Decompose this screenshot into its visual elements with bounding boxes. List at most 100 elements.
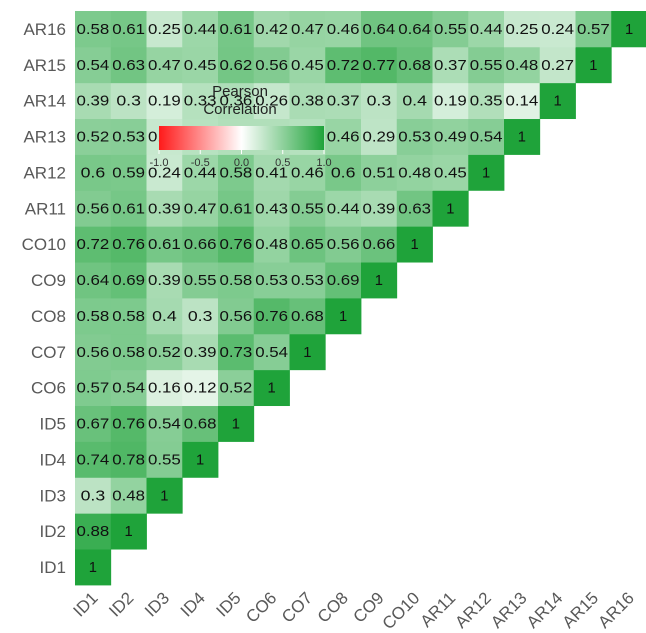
cell-value-AR14-CO10: 0.4	[402, 93, 427, 110]
x-tick-label-AR14: AR14	[523, 588, 567, 632]
heatmap-cell-ID4-ID2	[110, 441, 147, 478]
cell-value-AR16-AR15: 0.57	[577, 21, 610, 38]
cell-value-AR14-AR14: 1	[554, 93, 562, 110]
legend-ticks: -1.0 -0.5 0.0 0.5 1.0	[150, 150, 332, 169]
x-tick-label-AR12: AR12	[451, 588, 495, 632]
heatmap-cell-AR12-AR11	[432, 154, 469, 191]
cell-value-AR12-CO6: 0.41	[255, 164, 288, 181]
cell-value-AR15-AR12: 0.55	[470, 57, 503, 74]
cell-value-CO10-ID2: 0.76	[112, 236, 145, 253]
cell-value-AR11-ID2: 0.61	[112, 200, 145, 217]
heatmap-cell-CO10-ID3	[146, 226, 183, 263]
heatmap-cell-AR14-ID1	[75, 82, 112, 120]
legend-tick-label: 1.0	[316, 157, 331, 169]
cell-value-CO8-ID3: 0.4	[152, 308, 177, 325]
cell-value-ID3-ID1: 0.3	[81, 487, 106, 504]
heatmap-cell-AR16-CO7	[289, 11, 326, 48]
heatmap-cell-ID4-ID1	[75, 441, 112, 478]
cell-value-AR13-CO10: 0.53	[398, 129, 431, 146]
x-tick-label-ID5: ID5	[213, 588, 245, 620]
cell-value-AR11-ID1: 0.56	[76, 200, 109, 217]
heatmap-cell-AR12-CO6	[253, 154, 290, 191]
heatmap-cell-CO9-CO6	[253, 262, 290, 299]
cell-value-ID2-ID2: 1	[125, 523, 133, 540]
cell-value-AR12-CO10: 0.48	[398, 164, 431, 181]
cell-value-AR15-ID5: 0.62	[219, 57, 252, 74]
cell-value-ID5-ID3: 0.54	[148, 416, 181, 433]
heatmap-cell-CO7-ID5	[218, 333, 255, 371]
heatmap-cell-AR11-ID3	[146, 190, 183, 227]
heatmap-cell-AR13-ID1	[75, 118, 112, 155]
cell-value-AR13-AR13: 1	[518, 129, 526, 146]
heatmap-cell-CO9-ID2	[110, 262, 147, 299]
heatmap-cell-AR13-AR11	[432, 118, 469, 155]
heatmap-cell-ID2-ID1	[75, 513, 112, 550]
heatmap-cell-AR12-CO9	[361, 154, 398, 191]
heatmap-cell-AR13-ID2	[110, 118, 147, 155]
heatmap-cell-CO10-CO10	[396, 226, 433, 263]
heatmap-cell-AR14-AR13	[504, 82, 541, 120]
cell-value-AR15-CO7: 0.45	[291, 57, 324, 74]
heatmap-cell-CO10-ID2	[110, 226, 147, 263]
heatmap-cell-CO10-ID4	[182, 226, 219, 263]
heatmap-cell-AR15-ID4	[182, 46, 219, 84]
legend-tick-label: 0.5	[275, 157, 290, 169]
legend-title-line-2: Correlation	[203, 101, 276, 118]
heatmap-cell-AR16-ID1	[75, 11, 112, 48]
heatmap-cell-AR14-ID2	[110, 82, 147, 120]
heatmap-cell-AR14-ID4	[182, 82, 219, 120]
cell-value-AR11-CO10: 0.63	[398, 200, 431, 217]
heatmap-cell-AR11-CO10	[396, 190, 433, 227]
heatmap-cell-ID3-ID1	[75, 477, 112, 514]
y-tick-label-AR16: AR16	[23, 20, 66, 39]
heatmap-cell-AR15-ID5	[218, 46, 255, 84]
cell-value-ID4-ID4: 1	[196, 451, 204, 468]
heatmap-cell-CO9-CO9	[361, 262, 398, 299]
heatmap-cell-AR13-CO9	[361, 118, 398, 155]
y-tick-label-CO10: CO10	[22, 235, 66, 254]
heatmap-cell-ID3-ID2	[110, 477, 147, 514]
y-tick-label-AR12: AR12	[23, 163, 66, 182]
cell-value-AR14-ID4: 0.33	[184, 93, 217, 110]
heatmap-cell-AR12-ID3	[146, 154, 183, 191]
cell-value-AR16-AR12: 0.44	[470, 21, 503, 38]
heatmap-cell-AR14-CO7	[289, 82, 326, 120]
x-tick-label-ID4: ID4	[177, 588, 209, 620]
heatmap-cell-CO6-ID5	[218, 369, 255, 407]
heatmap-cell-ID3-ID3	[146, 477, 183, 514]
heatmap-cell-AR15-CO8	[325, 46, 362, 84]
cell-value-AR13-ID2: 0.53	[112, 129, 145, 146]
heatmap-cell-CO10-CO8	[325, 226, 362, 263]
legend-tick-label: -0.5	[191, 157, 210, 169]
cell-value-AR16-ID1: 0.58	[76, 21, 109, 38]
cell-value-AR14-ID3: 0.19	[148, 93, 181, 110]
heatmap-cell-AR12-ID2	[110, 154, 147, 191]
cell-value-AR15-ID3: 0.47	[148, 57, 181, 74]
heatmap-cell-AR13-CO10	[396, 118, 433, 155]
x-tick-label-AR15: AR15	[559, 588, 603, 632]
cell-value-AR13-AR11: 0.49	[434, 129, 467, 146]
y-tick-label-CO7: CO7	[31, 343, 66, 362]
heatmap-cell-CO9-ID5	[218, 262, 255, 299]
cell-value-CO6-CO6: 1	[268, 380, 276, 397]
heatmap-cell-AR16-ID5	[218, 11, 255, 48]
legend-tick-label: -1.0	[150, 157, 169, 169]
cell-value-CO8-CO8: 1	[339, 308, 347, 325]
heatmap-cell-AR13-AR13	[504, 118, 541, 155]
cell-value-AR16-ID3: 0.25	[148, 21, 181, 38]
cell-value-AR12-CO8: 0.6	[331, 164, 356, 181]
cell-value-AR11-CO9: 0.39	[362, 200, 395, 217]
cell-value-CO9-CO6: 0.53	[255, 272, 288, 289]
cell-value-ID4-ID1: 0.74	[76, 451, 109, 468]
heatmap-cell-AR16-AR12	[468, 11, 505, 48]
heatmap-cell-AR15-AR12	[468, 46, 505, 84]
heatmap-cell-ID4-ID3	[146, 441, 183, 478]
cell-value-AR14-AR11: 0.19	[434, 93, 467, 110]
cell-value-CO9-ID3: 0.39	[148, 272, 181, 289]
cell-value-AR12-CO7: 0.46	[291, 164, 324, 181]
cell-value-CO7-ID1: 0.56	[76, 344, 109, 361]
heatmap-cell-CO6-ID3	[146, 369, 183, 407]
cell-value-ID2-ID1: 0.88	[76, 523, 109, 540]
heatmap-cell-AR15-CO9	[361, 46, 398, 84]
cell-value-AR12-ID1: 0.6	[81, 164, 106, 181]
